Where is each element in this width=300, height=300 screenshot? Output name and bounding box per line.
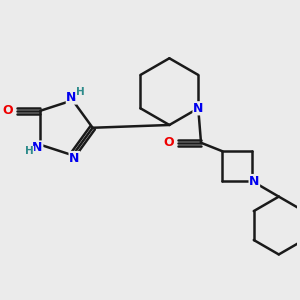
Text: H: H [76, 88, 85, 98]
Text: N: N [32, 141, 43, 154]
Text: O: O [164, 136, 174, 149]
Text: N: N [66, 91, 77, 104]
Text: N: N [249, 175, 260, 188]
Text: N: N [193, 102, 203, 115]
Text: O: O [3, 104, 13, 117]
Text: H: H [25, 146, 34, 156]
Text: N: N [69, 152, 80, 164]
